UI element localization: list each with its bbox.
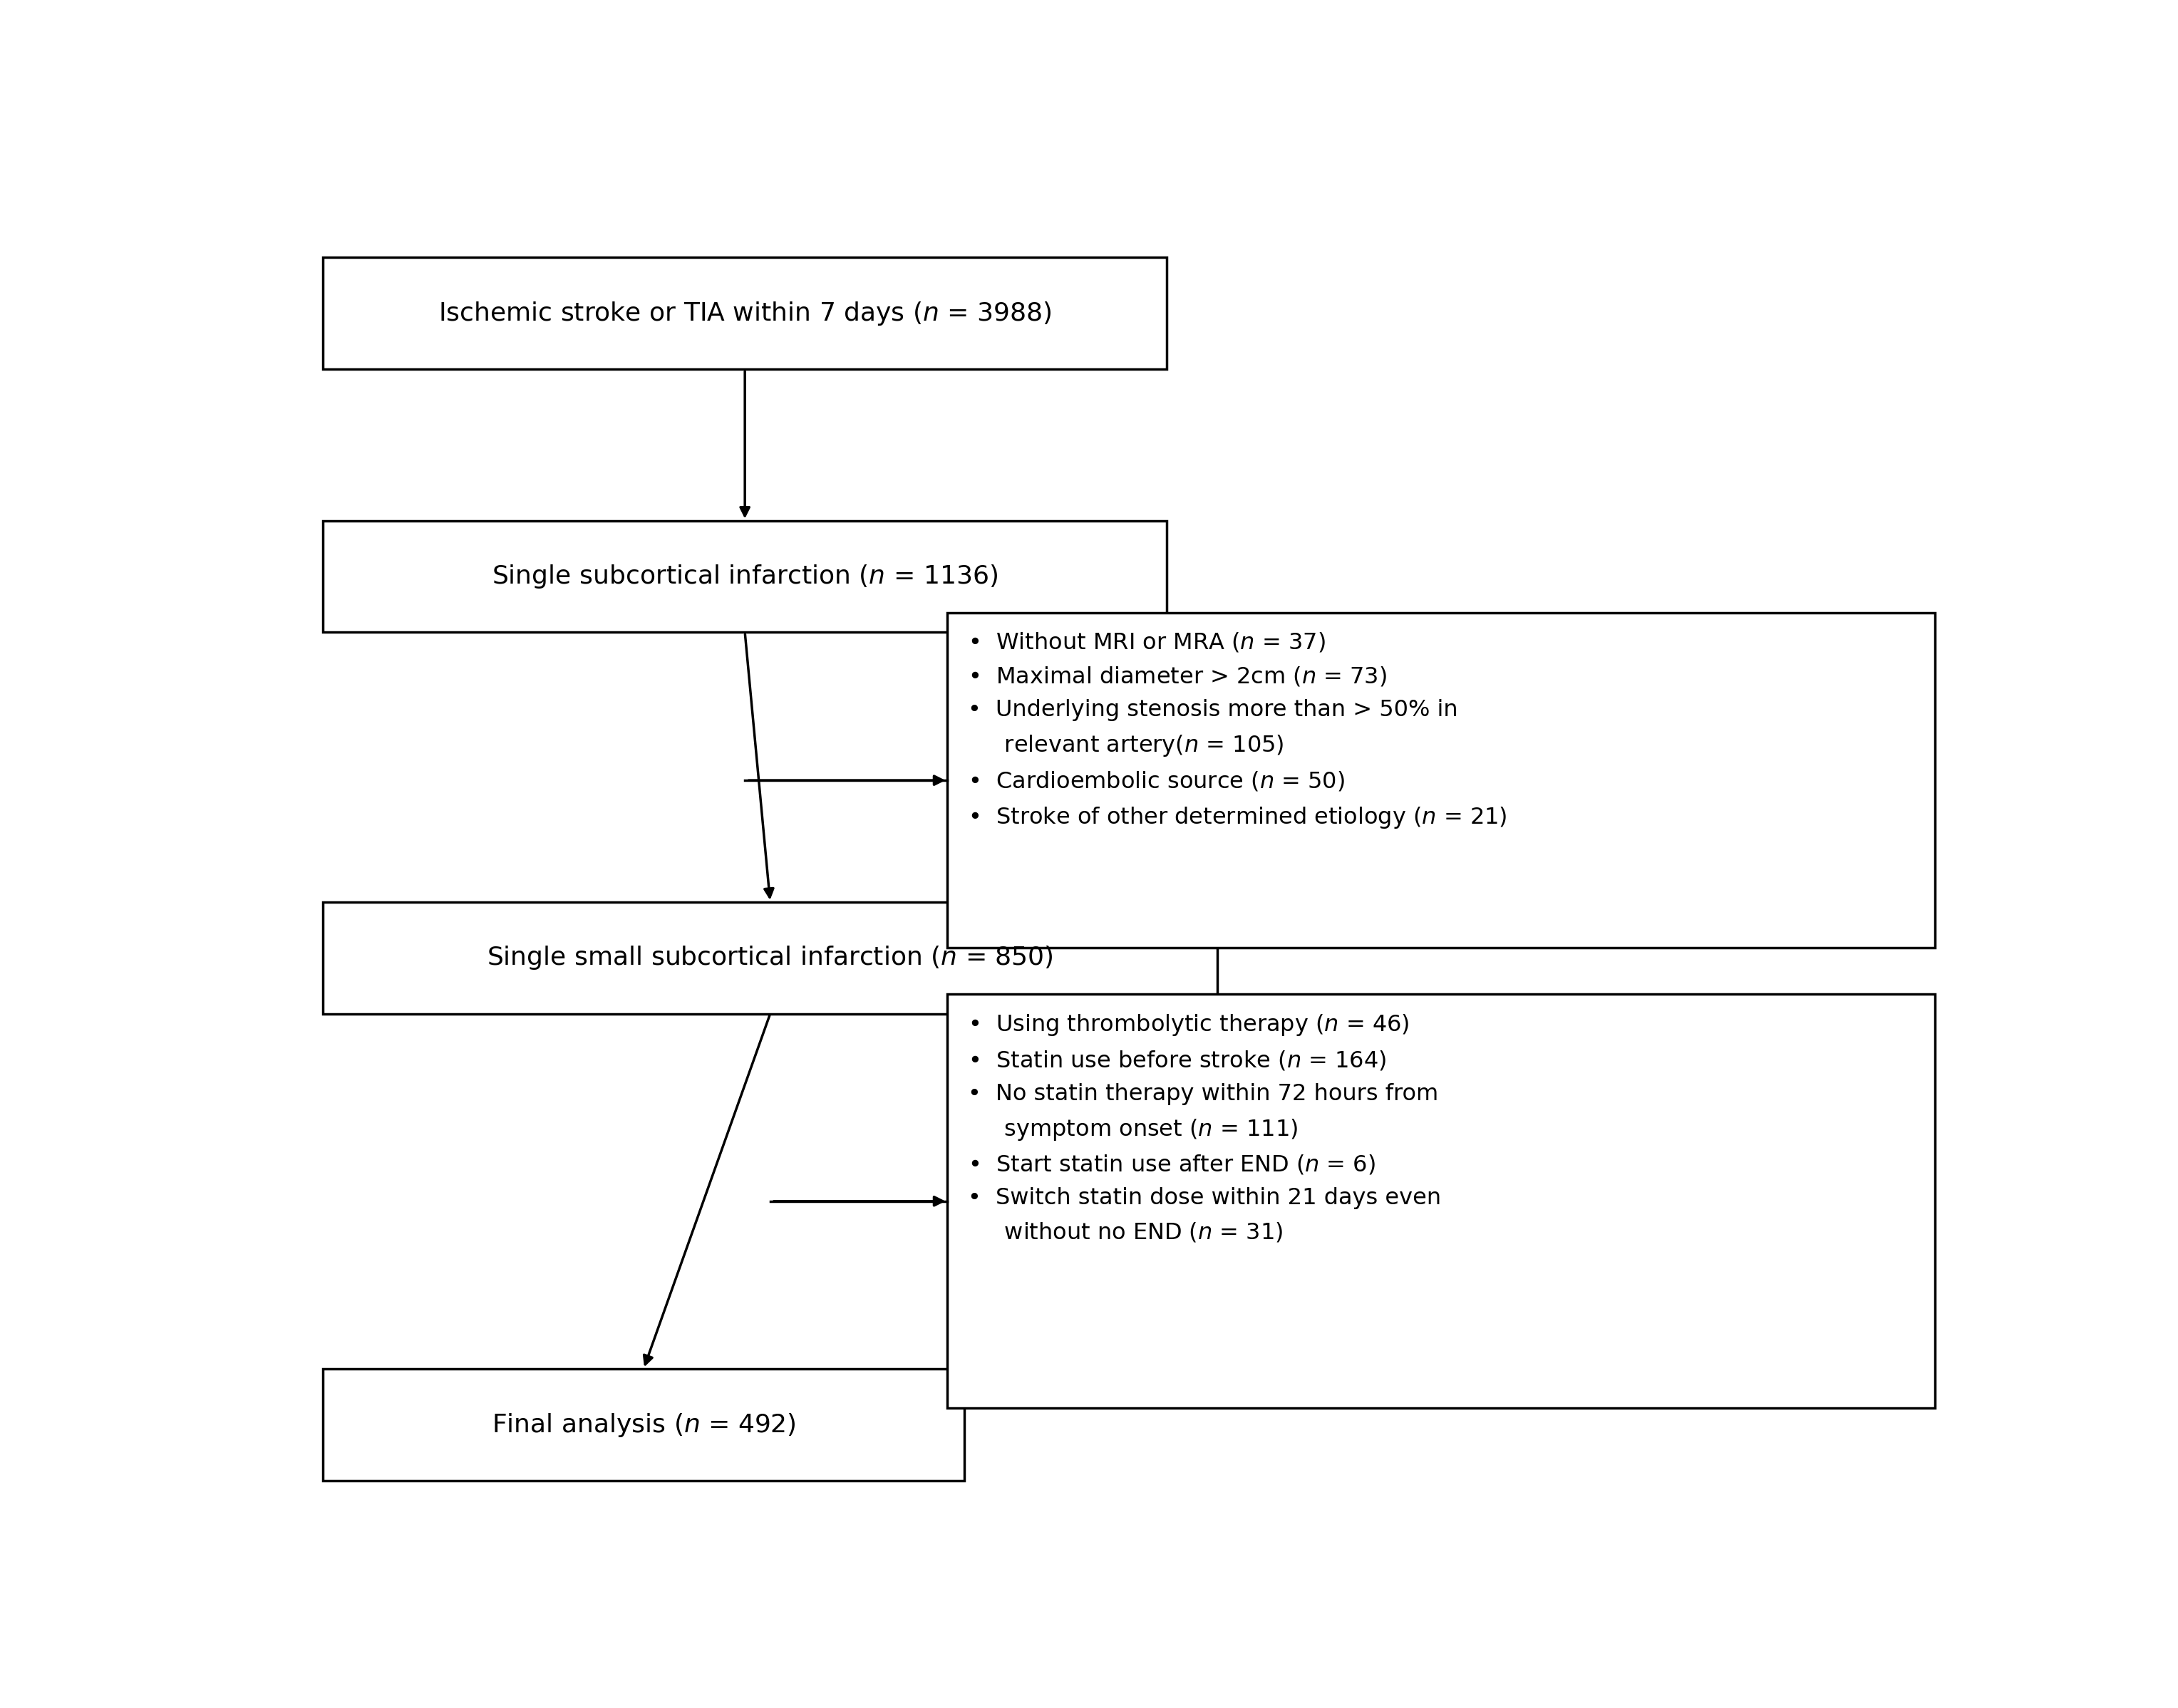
Text: Single small subcortical infarction ($\it{n}$ = 850): Single small subcortical infarction ($\i… bbox=[488, 945, 1054, 972]
Text: Ischemic stroke or TIA within 7 days ($\it{n}$ = 3988): Ischemic stroke or TIA within 7 days ($\… bbox=[438, 301, 1052, 326]
Text: •  Using thrombolytic therapy ($\it{n}$ = 46)
•  Statin use before stroke ($\it{: • Using thrombolytic therapy ($\it{n}$ =… bbox=[967, 1013, 1442, 1243]
Text: Final analysis ($\it{n}$ = 492): Final analysis ($\it{n}$ = 492) bbox=[492, 1411, 795, 1438]
Text: •  Without MRI or MRA ($\it{n}$ = 37)
•  Maximal diameter > 2cm ($\it{n}$ = 73)
: • Without MRI or MRA ($\it{n}$ = 37) • M… bbox=[967, 630, 1507, 830]
FancyBboxPatch shape bbox=[947, 994, 1934, 1409]
FancyBboxPatch shape bbox=[322, 521, 1167, 632]
FancyBboxPatch shape bbox=[947, 613, 1934, 948]
FancyBboxPatch shape bbox=[322, 902, 1218, 1015]
Text: Single subcortical infarction ($\it{n}$ = 1136): Single subcortical infarction ($\it{n}$ … bbox=[492, 564, 998, 589]
FancyBboxPatch shape bbox=[322, 1368, 965, 1481]
FancyBboxPatch shape bbox=[322, 258, 1167, 369]
